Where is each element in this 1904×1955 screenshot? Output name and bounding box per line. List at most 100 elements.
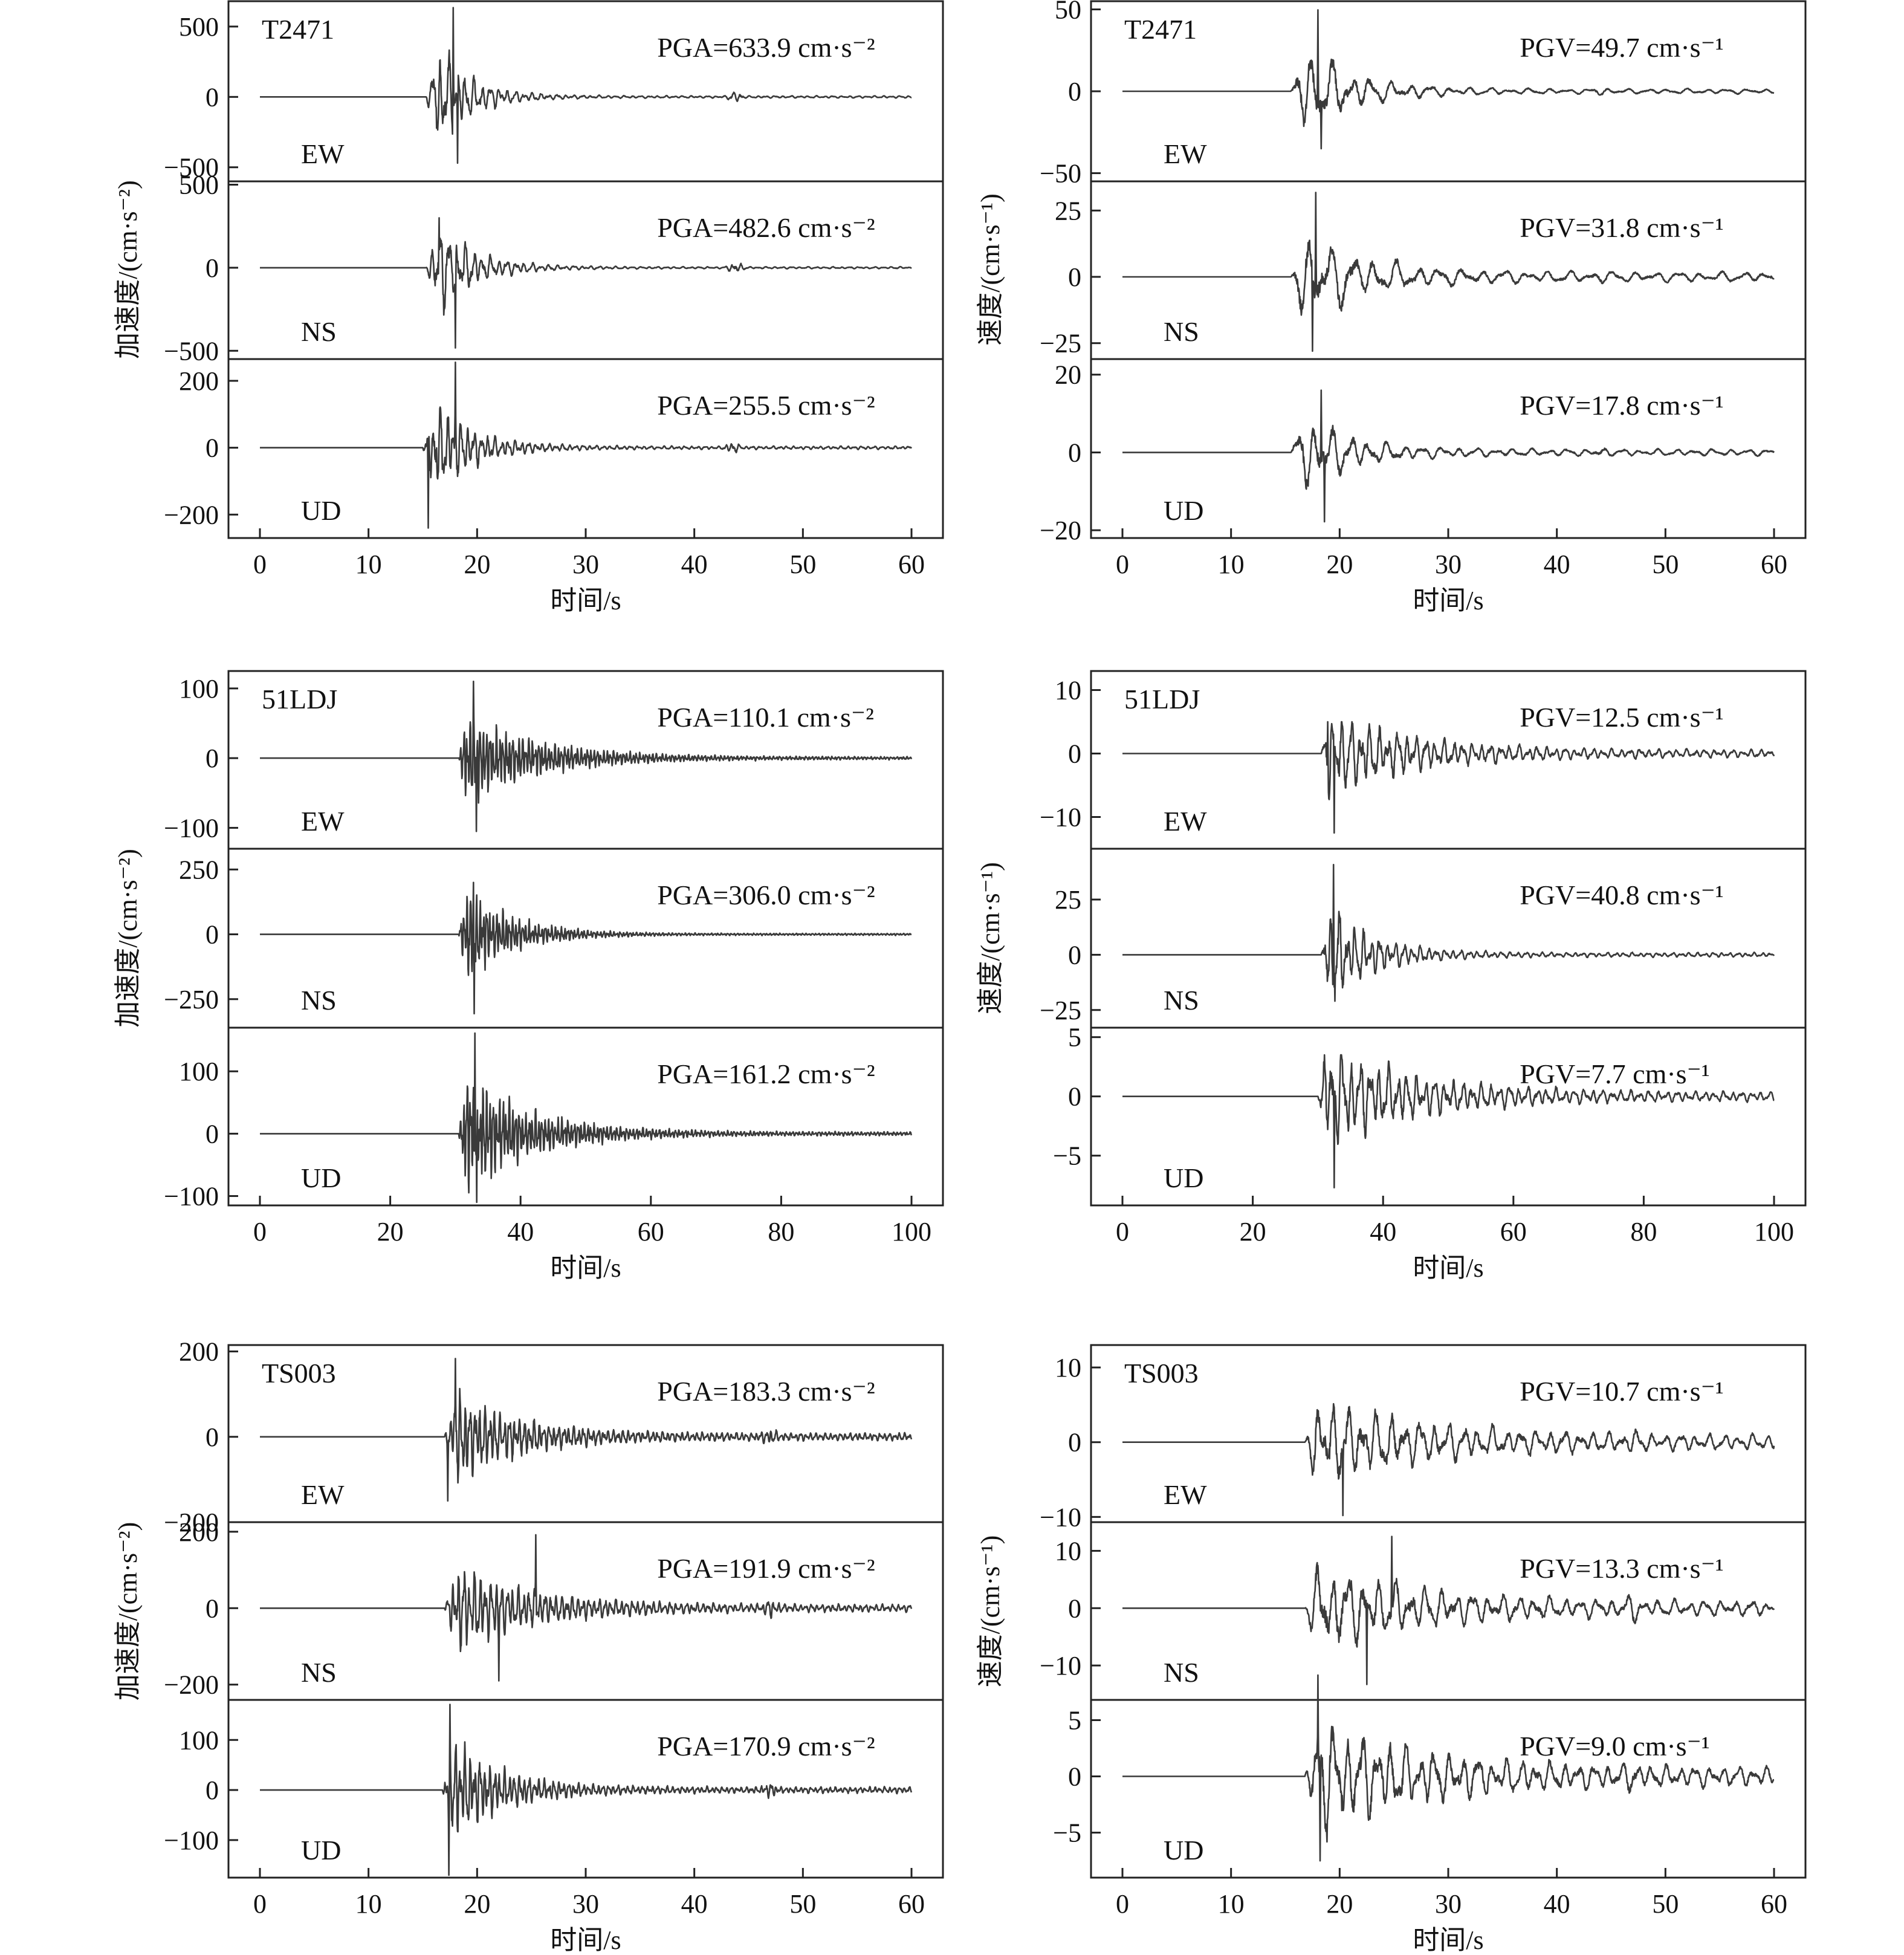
component-label: EW xyxy=(301,138,345,169)
peak-value-label: PGV=40.8 cm·s⁻¹ xyxy=(1520,880,1723,910)
y-tick-label: −10 xyxy=(1040,1651,1081,1681)
peak-value-label: PGA=110.1 cm·s⁻² xyxy=(657,702,874,733)
y-tick-label: −200 xyxy=(164,1508,219,1537)
component-label: NS xyxy=(1164,1657,1199,1688)
y-tick-label: 0 xyxy=(206,744,219,773)
panel-ud: −20 0 20 PGV=17.8 cm·s⁻¹ UD xyxy=(1040,358,1807,545)
peak-value-label: PGV=17.8 cm·s⁻¹ xyxy=(1520,390,1723,421)
panel-ns: −200 0 200 PGA=191.9 cm·s⁻² NS xyxy=(164,1517,944,1701)
peak-value-label: PGV=12.5 cm·s⁻¹ xyxy=(1520,702,1723,733)
y-tick-label: 0 xyxy=(206,920,219,950)
figure-51ldj-velocity: −10 0 10 PGV=12.5 cm·s⁻¹ EW 51LDJ −25 0 25 PGV=40… xyxy=(976,670,1807,1283)
y-tick-label: −500 xyxy=(164,153,219,183)
x-axis-label: 时间/s xyxy=(550,1253,621,1283)
waveform-trace xyxy=(1122,1674,1775,1862)
waveform-trace xyxy=(1122,1535,1775,1685)
station-label: 51LDJ xyxy=(262,684,337,715)
x-axis-label: 时间/s xyxy=(550,1925,621,1955)
y-tick-label: 0 xyxy=(1068,739,1081,769)
waveform-trace xyxy=(259,680,913,832)
peak-value-label: PGA=255.5 cm·s⁻² xyxy=(657,390,875,421)
station-label: TS003 xyxy=(1124,1358,1199,1389)
y-tick-label: −200 xyxy=(164,1670,219,1700)
y-tick-label: 500 xyxy=(179,12,219,42)
waveform-trace xyxy=(259,1358,913,1502)
panel-ew: −200 0 200 PGA=183.3 cm·s⁻² EW TS003 xyxy=(164,1337,944,1537)
y-tick-label: 25 xyxy=(1055,885,1081,915)
peak-value-label: PGV=9.0 cm·s⁻¹ xyxy=(1520,1731,1709,1762)
x-tick-label: 10 xyxy=(355,550,382,579)
waveform-trace xyxy=(259,1534,913,1682)
component-label: EW xyxy=(301,806,345,837)
peak-value-label: PGA=633.9 cm·s⁻² xyxy=(657,32,875,63)
panel-ud: −100 0 100 PGA=170.9 cm·s⁻² UD xyxy=(164,1699,944,1879)
panel-ns: −25 0 25 PGV=31.8 cm·s⁻¹ NS xyxy=(1040,180,1807,360)
x-tick-label: 50 xyxy=(1652,1889,1679,1919)
waveform-trace xyxy=(1122,721,1775,834)
y-tick-label: 10 xyxy=(1055,676,1081,705)
peak-value-label: PGA=161.2 cm·s⁻² xyxy=(657,1059,875,1089)
y-tick-label: 0 xyxy=(206,1594,219,1623)
panel-ew: −100 0 100 PGA=110.1 cm·s⁻² EW 51LDJ xyxy=(164,670,944,850)
y-tick-label: 0 xyxy=(206,82,219,112)
peak-value-label: PGA=306.0 cm·s⁻² xyxy=(657,880,875,910)
x-tick-label: 40 xyxy=(681,1889,708,1919)
x-tick-label: 40 xyxy=(1544,1889,1570,1919)
peak-value-label: PGA=170.9 cm·s⁻² xyxy=(657,1731,875,1762)
y-tick-label: 500 xyxy=(179,170,219,199)
component-label: NS xyxy=(301,985,337,1016)
peak-value-label: PGA=183.3 cm·s⁻² xyxy=(657,1376,875,1407)
x-tick-label: 50 xyxy=(789,550,816,579)
y-axis-label: 速度/(cm·s⁻¹) xyxy=(976,193,1005,345)
panel-ew: −500 0 500 PGA=633.9 cm·s⁻² EW T2471 xyxy=(164,0,944,183)
y-tick-label: 10 xyxy=(1055,1536,1081,1566)
waveform-trace xyxy=(1122,389,1775,523)
y-tick-label: 0 xyxy=(206,1422,219,1452)
x-tick-label: 10 xyxy=(1218,1889,1245,1919)
peak-value-label: PGA=482.6 cm·s⁻² xyxy=(657,212,875,243)
y-tick-label: 20 xyxy=(1055,360,1081,390)
x-axis-label: 时间/s xyxy=(1413,1925,1483,1955)
x-tick-label: 50 xyxy=(1652,550,1679,579)
y-tick-label: 0 xyxy=(1068,1762,1081,1792)
station-label: T2471 xyxy=(262,14,334,45)
waveform-trace xyxy=(259,7,912,164)
panel-ud: −200 0 200 PGA=255.5 cm·s⁻² UD xyxy=(164,358,944,539)
x-tick-label: 40 xyxy=(507,1217,534,1247)
peak-value-label: PGV=13.3 cm·s⁻¹ xyxy=(1520,1553,1723,1584)
figure-51ldj-acceleration: −100 0 100 PGA=110.1 cm·s⁻² EW 51LDJ −250 0 250 P… xyxy=(113,670,944,1283)
peak-value-label: PGA=191.9 cm·s⁻² xyxy=(657,1553,875,1584)
y-tick-label: 0 xyxy=(206,1775,219,1805)
y-tick-label: 0 xyxy=(1068,262,1081,292)
x-tick-label: 40 xyxy=(1544,550,1570,579)
component-label: UD xyxy=(1164,495,1203,526)
x-tick-label: 40 xyxy=(681,550,708,579)
x-tick-label: 30 xyxy=(572,550,599,579)
y-tick-label: 100 xyxy=(179,1057,219,1086)
x-tick-label: 30 xyxy=(1435,1889,1462,1919)
waveform-trace xyxy=(259,1704,913,1876)
component-label: NS xyxy=(1164,316,1199,347)
y-tick-label: 50 xyxy=(1055,0,1081,25)
station-label: 51LDJ xyxy=(1124,684,1200,715)
y-axis-label: 加速度/(cm·s⁻²) xyxy=(113,180,143,358)
y-tick-label: 200 xyxy=(179,366,219,396)
panel-ns: −10 0 10 PGV=13.3 cm·s⁻¹ NS xyxy=(1040,1521,1807,1701)
y-tick-label: 10 xyxy=(1055,1353,1081,1383)
y-tick-label: −10 xyxy=(1040,1502,1081,1532)
x-tick-label: 20 xyxy=(1326,1889,1353,1919)
waveform-trace xyxy=(259,217,912,349)
y-tick-label: −500 xyxy=(164,336,219,366)
y-tick-label: −20 xyxy=(1040,516,1081,545)
y-tick-label: 0 xyxy=(1068,940,1081,970)
y-axis-label: 速度/(cm·s⁻¹) xyxy=(976,1535,1005,1687)
x-tick-label: 0 xyxy=(1116,1217,1129,1247)
x-tick-label: 60 xyxy=(1500,1217,1527,1247)
y-tick-label: 200 xyxy=(179,1517,219,1547)
y-tick-label: 0 xyxy=(1068,1082,1081,1112)
station-label: T2471 xyxy=(1124,14,1197,45)
x-tick-label: 60 xyxy=(1761,1889,1787,1919)
x-tick-label: 100 xyxy=(892,1217,931,1247)
